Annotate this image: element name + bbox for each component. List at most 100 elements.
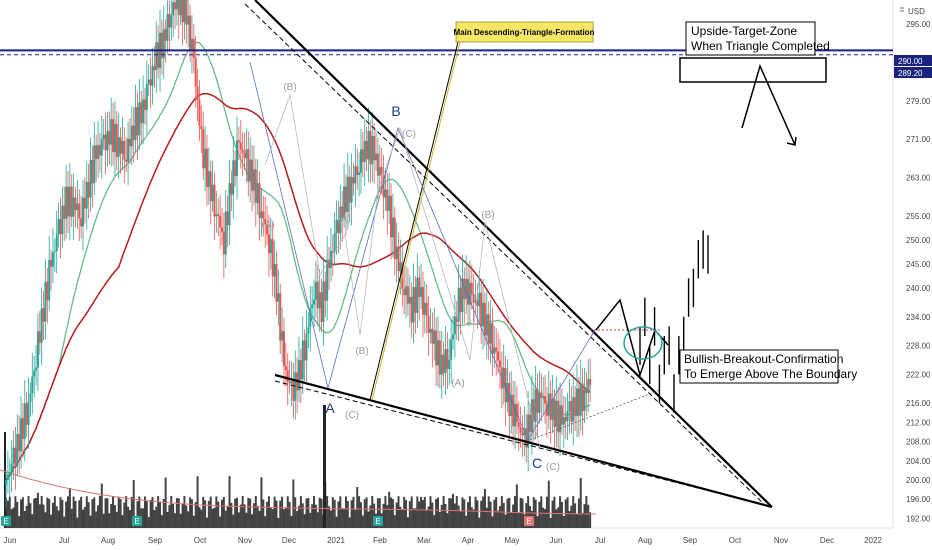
candle-body <box>266 224 269 235</box>
candle-body <box>378 166 381 176</box>
volume-bar <box>162 499 165 528</box>
volume-bar <box>390 497 393 528</box>
volume-bar <box>547 480 550 528</box>
volume-bar <box>551 500 554 528</box>
volume-bar <box>320 498 323 528</box>
candle-body <box>61 205 64 235</box>
event-marker-text: E <box>134 517 139 526</box>
candle-body <box>55 234 58 252</box>
candle-body <box>459 287 462 313</box>
candle-body <box>397 246 400 272</box>
volume-bar <box>545 496 548 528</box>
volume-bar <box>40 496 43 528</box>
candle-body <box>106 130 109 151</box>
moving-average-red <box>5 92 591 481</box>
volume-bar <box>106 498 109 528</box>
candle-body <box>311 304 314 309</box>
volume-bar <box>174 513 177 528</box>
volume-bar <box>207 500 210 528</box>
volume-bar <box>36 492 39 528</box>
candle-body <box>474 300 477 303</box>
candle-body <box>5 480 7 485</box>
candle-body <box>260 211 263 218</box>
volume-bar <box>429 496 432 528</box>
volume-bar <box>589 512 592 528</box>
volume-bar <box>502 502 505 528</box>
candle-body <box>420 286 423 297</box>
volume-bar <box>138 496 141 528</box>
candle-body <box>363 140 366 163</box>
volume-bar <box>123 502 126 528</box>
volume-bar <box>284 507 287 528</box>
volume-bar <box>204 500 207 528</box>
volume-bar <box>448 498 451 528</box>
volume-bar <box>574 503 577 528</box>
candle-body <box>373 135 376 161</box>
volume-bar <box>286 496 289 528</box>
volume-bar <box>382 503 385 528</box>
volume-bar <box>179 513 182 528</box>
volume-bar <box>151 496 154 528</box>
event-marker-box <box>524 516 534 526</box>
candle-body <box>44 281 47 322</box>
volume-bar <box>455 496 458 528</box>
volume-bar <box>136 501 139 528</box>
volume-bar <box>568 511 571 528</box>
candle-body <box>288 381 291 384</box>
volume-bar <box>339 496 342 528</box>
candle-body <box>549 393 552 420</box>
volume-bar <box>226 506 229 528</box>
event-marker-box <box>1 516 11 526</box>
volume-bar <box>373 503 376 528</box>
candle-body <box>453 316 456 335</box>
volume-bar <box>53 496 56 528</box>
volume-bar <box>23 510 26 528</box>
candle-body <box>279 293 282 341</box>
candle-body <box>465 278 468 300</box>
volume-bar <box>311 504 314 528</box>
volume-bar <box>341 507 344 528</box>
candle-body <box>380 166 383 175</box>
volume-bar <box>427 506 430 528</box>
candle-body <box>382 174 385 198</box>
candle-body <box>331 251 334 253</box>
volume-bar <box>44 512 47 528</box>
candle-body <box>117 137 120 157</box>
volume-bar <box>470 507 473 528</box>
x-tick-label: Sep <box>683 536 698 545</box>
volume-bar <box>296 511 299 528</box>
volume-bar <box>461 497 464 528</box>
volume-bar <box>314 504 317 528</box>
candle-body <box>53 251 56 253</box>
candle-body <box>316 281 319 309</box>
candle-body <box>489 323 492 344</box>
candle-body <box>72 197 75 217</box>
candle-body <box>467 278 470 305</box>
volume-bar <box>219 516 222 528</box>
candle-body <box>371 135 374 165</box>
volume-bar <box>6 500 9 528</box>
candle-body <box>547 393 550 416</box>
x-tick-label: Jul <box>59 536 69 545</box>
volume-bar <box>29 503 32 528</box>
candle-body <box>421 286 424 315</box>
candle-body <box>303 340 306 361</box>
candle-body <box>339 206 342 234</box>
candle-body <box>207 171 210 187</box>
target-zone-line2: When Triangle Completed <box>691 39 830 53</box>
volume-bar <box>585 496 588 528</box>
candle-body <box>91 160 94 184</box>
volume-bar <box>553 496 556 528</box>
y-tick-label: 204.00 <box>906 457 931 466</box>
volume-bar <box>98 496 101 528</box>
candle-body <box>399 262 402 272</box>
candle-body <box>408 296 411 304</box>
candle-body <box>414 287 417 313</box>
volume-bar <box>414 508 417 528</box>
volume-bar <box>384 496 387 528</box>
candle-body <box>108 130 111 145</box>
candle-body <box>322 281 325 322</box>
volume-bar <box>74 500 77 528</box>
